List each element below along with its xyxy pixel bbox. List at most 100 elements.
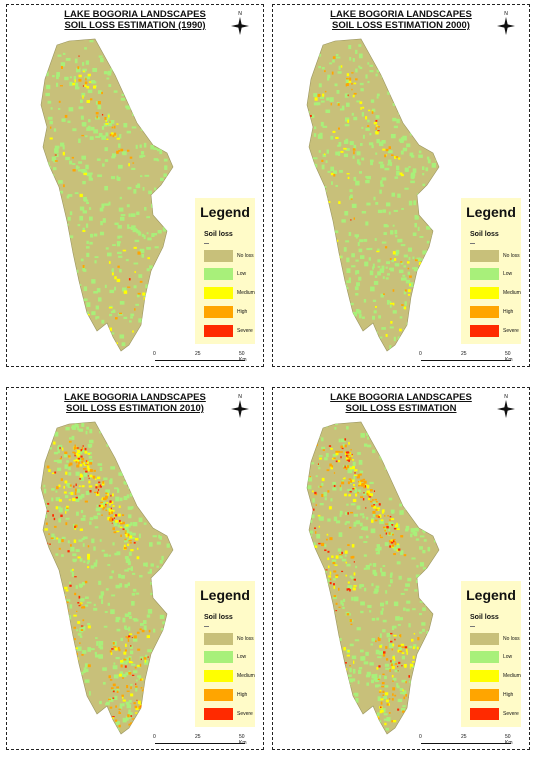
legend-item-medium: Medium	[470, 287, 521, 301]
map-title-line2: SOIL LOSS ESTIMATION (1990)	[64, 20, 206, 31]
legend-box: Legend Soil loss No loss Low Medium High…	[195, 581, 255, 727]
scale-label-25: 25	[461, 734, 467, 740]
map-title-line1: LAKE BOGORIA LANDSCAPES	[330, 9, 472, 20]
legend-swatch	[470, 633, 499, 645]
legend-box: Legend Soil loss No loss Low Medium High…	[195, 198, 255, 344]
legend-item-no-loss: No loss	[470, 250, 520, 264]
legend-label: Low	[503, 654, 513, 660]
scale-line	[421, 743, 511, 744]
legend-item-severe: Severe	[204, 708, 254, 722]
legend-box: Legend Soil loss No loss Low Medium High…	[461, 581, 521, 727]
legend-label: No loss	[503, 636, 520, 642]
svg-text:N: N	[504, 394, 508, 400]
legend-title: Legend	[200, 587, 250, 603]
legend-swatch	[204, 651, 233, 663]
legend-label: Medium	[503, 290, 521, 296]
map-panel-2010: LAKE BOGORIA LANDSCAPES SOIL LOSS ESTIMA…	[6, 387, 264, 750]
legend-item-high: High	[470, 689, 520, 703]
legend-label: Medium	[237, 673, 255, 679]
legend-item-low: Low	[204, 268, 254, 282]
map-title-line2: SOIL LOSS ESTIMATION 2000)	[332, 20, 470, 31]
legend-label: Severe	[237, 328, 253, 334]
legend-separator	[204, 626, 209, 627]
map-title-line2: SOIL LOSS ESTIMATION	[345, 403, 457, 414]
scale-label-0: 0	[419, 734, 422, 740]
legend-item-no-loss: No loss	[470, 633, 520, 647]
map-title: LAKE BOGORIA LANDSCAPES SOIL LOSS ESTIMA…	[7, 9, 263, 31]
region-outline	[40, 38, 174, 352]
legend-swatch	[204, 670, 233, 682]
legend-title: Legend	[466, 204, 516, 220]
scale-label-25: 25	[195, 351, 201, 357]
map-title-line1: LAKE BOGORIA LANDSCAPES	[64, 392, 206, 403]
legend-separator	[470, 243, 475, 244]
compass-north-arrow-icon: N	[231, 394, 249, 418]
legend-swatch	[470, 306, 499, 318]
scale-label-0: 0	[153, 351, 156, 357]
scale-bar: 0 25 50 Km	[419, 351, 519, 365]
scale-bar: 0 25 50 Km	[153, 734, 253, 748]
scale-bar: 0 25 50 Km	[153, 351, 253, 365]
soil-loss-map-current	[306, 421, 440, 735]
legend-item-no-loss: No loss	[204, 250, 254, 264]
legend-item-severe: Severe	[470, 708, 520, 722]
legend-item-high: High	[204, 689, 254, 703]
scale-label-50: 50 Km	[505, 734, 513, 746]
scale-line	[155, 360, 245, 361]
soil-loss-map-2010	[40, 421, 174, 735]
legend-separator	[204, 243, 209, 244]
legend-label: High	[503, 309, 514, 315]
compass-north-arrow-icon: N	[497, 11, 515, 35]
legend-item-low: Low	[470, 268, 520, 282]
legend-label: Severe	[503, 711, 519, 717]
legend-label: Medium	[237, 290, 255, 296]
legend-item-low: Low	[470, 651, 520, 665]
legend-swatch	[470, 708, 499, 720]
map-panel-2000: LAKE BOGORIA LANDSCAPES SOIL LOSS ESTIMA…	[272, 4, 530, 367]
map-title: LAKE BOGORIA LANDSCAPES SOIL LOSS ESTIMA…	[273, 392, 529, 414]
map-title-line1: LAKE BOGORIA LANDSCAPES	[64, 9, 206, 20]
soil-loss-map-1990	[40, 38, 174, 352]
legend-label: Low	[503, 271, 513, 277]
legend-item-low: Low	[204, 651, 254, 665]
map-panel-1990: LAKE BOGORIA LANDSCAPES SOIL LOSS ESTIMA…	[6, 4, 264, 367]
legend-swatch	[470, 689, 499, 701]
legend-item-severe: Severe	[204, 325, 254, 339]
svg-text:N: N	[504, 11, 508, 17]
map-panel-current: LAKE BOGORIA LANDSCAPES SOIL LOSS ESTIMA…	[272, 387, 530, 750]
legend-swatch	[470, 651, 499, 663]
legend-swatch	[204, 708, 233, 720]
legend-swatch	[470, 325, 499, 337]
legend-swatch	[470, 250, 499, 262]
scale-label-50: 50 Km	[239, 351, 247, 363]
legend-item-severe: Severe	[470, 325, 520, 339]
legend-swatch	[204, 689, 233, 701]
legend-label: High	[237, 309, 248, 315]
legend-label: High	[237, 692, 248, 698]
scale-label-0: 0	[153, 734, 156, 740]
legend-label: High	[503, 692, 514, 698]
compass-north-arrow-icon: N	[231, 11, 249, 35]
legend-label: No loss	[237, 253, 254, 259]
legend-item-medium: Medium	[204, 287, 255, 301]
scale-label-25: 25	[461, 351, 467, 357]
map-title: LAKE BOGORIA LANDSCAPES SOIL LOSS ESTIMA…	[273, 9, 529, 31]
legend-item-medium: Medium	[204, 670, 255, 684]
svg-text:N: N	[238, 394, 242, 400]
scale-line	[421, 360, 511, 361]
legend-swatch	[204, 633, 233, 645]
legend-label: Severe	[503, 328, 519, 334]
soil-loss-map-2000	[306, 38, 440, 352]
scale-bar: 0 25 50 Km	[419, 734, 519, 748]
map-title-line1: LAKE BOGORIA LANDSCAPES	[330, 392, 472, 403]
compass-north-arrow-icon: N	[497, 394, 515, 418]
scale-label-50: 50 Km	[505, 351, 513, 363]
legend-label: No loss	[237, 636, 254, 642]
legend-label: Medium	[503, 673, 521, 679]
legend-subtitle: Soil loss	[204, 231, 233, 238]
legend-title: Legend	[200, 204, 250, 220]
legend-swatch	[470, 670, 499, 682]
legend-separator	[470, 626, 475, 627]
scale-label-50: 50 Km	[239, 734, 247, 746]
legend-swatch	[204, 268, 233, 280]
